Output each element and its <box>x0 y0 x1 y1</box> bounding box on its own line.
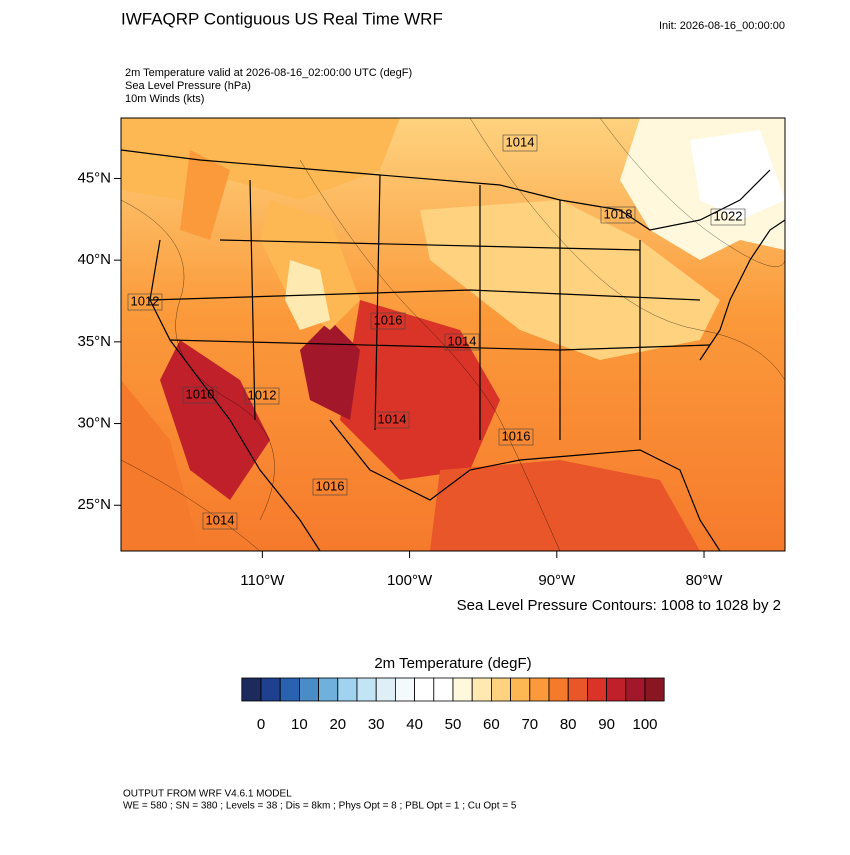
colorbar-box <box>356 677 377 702</box>
contour-label-box <box>370 312 406 330</box>
colorbar-tick-label: 90 <box>598 716 615 733</box>
contour-label: 1014 <box>448 333 477 348</box>
contour-label: 1016 <box>502 428 531 443</box>
colorbar-box <box>337 677 358 702</box>
colorbar-tick-label: 30 <box>368 716 385 733</box>
contour-label: 1018 <box>604 206 633 221</box>
contour-label: 1016 <box>374 312 403 327</box>
colorbar-title: 2m Temperature (degF) <box>374 655 531 672</box>
colorbar-box <box>587 677 608 702</box>
contour-label-box <box>502 134 538 152</box>
colorbar-tick-label: 10 <box>291 716 308 733</box>
contour-label-box <box>374 411 410 429</box>
contour-label-box <box>600 206 636 224</box>
contour-label: 1010 <box>186 386 215 401</box>
colorbar-tick-label: 80 <box>560 716 577 733</box>
x-tick-label: 100°W <box>387 572 433 589</box>
y-tick-label: 25°N <box>77 496 111 513</box>
title: IWFAQRP Contiguous US Real Time WRF <box>121 9 443 28</box>
colorbar-box <box>452 677 473 702</box>
contour-label: 1014 <box>378 411 407 426</box>
colorbar-box <box>548 677 569 702</box>
colorbar-tick-label: 60 <box>483 716 500 733</box>
map-frame <box>120 117 786 552</box>
colorbar-box <box>260 677 281 702</box>
contour-label-box <box>127 293 163 311</box>
x-tick-label: 90°W <box>538 572 576 589</box>
colorbar-box <box>394 677 415 702</box>
contour-label: 1014 <box>506 134 535 149</box>
colorbar-box <box>567 677 588 702</box>
subtitle: Sea Level Pressure (hPa) <box>125 80 251 92</box>
contour-label-box <box>202 512 238 530</box>
contour-note: Sea Level Pressure Contours: 1008 to 102… <box>457 597 781 614</box>
colorbar-tick-label: 50 <box>445 716 462 733</box>
y-tick-label: 35°N <box>77 333 111 350</box>
colorbar-tick-label: 20 <box>329 716 346 733</box>
contour-label: 1014 <box>206 512 235 527</box>
contour-label-box <box>312 478 348 496</box>
x-tick-label: 80°W <box>686 572 724 589</box>
colorbar-box <box>625 677 646 702</box>
contour-label: 1012 <box>131 293 160 308</box>
contour-label-box <box>498 428 534 446</box>
contour-label-box <box>444 333 480 351</box>
map-field <box>121 118 785 551</box>
y-tick-label: 40°N <box>77 251 111 268</box>
contour-label: 1022 <box>714 208 743 223</box>
colorbar-tick-label: 70 <box>521 716 538 733</box>
colorbar-box <box>298 677 319 702</box>
colorbar-box <box>510 677 531 702</box>
colorbar-box <box>433 677 454 702</box>
subtitle: 10m Winds (kts) <box>125 93 204 105</box>
colorbar-box <box>606 677 627 702</box>
colorbar-box <box>375 677 396 702</box>
colorbar-box <box>471 677 492 702</box>
colorbar-box <box>644 677 665 702</box>
colorbar-box <box>241 677 262 702</box>
footer-line: WE = 580 ; SN = 380 ; Levels = 38 ; Dis … <box>123 801 517 812</box>
colorbar-tick-label: 40 <box>406 716 423 733</box>
contour-label-box <box>244 387 280 405</box>
colorbar-box <box>318 677 339 702</box>
colorbar-box <box>414 677 435 702</box>
y-tick-label: 45°N <box>77 169 111 186</box>
y-tick-label: 30°N <box>77 415 111 432</box>
contour-label: 1016 <box>316 478 345 493</box>
footer-line: OUTPUT FROM WRF V4.6.1 MODEL <box>123 789 292 800</box>
colorbar-box <box>529 677 550 702</box>
colorbar-tick-label: 100 <box>632 716 657 733</box>
colorbar-box <box>490 677 511 702</box>
subtitle: 2m Temperature valid at 2026-08-16_02:00… <box>125 67 412 79</box>
colorbar-box <box>279 677 300 702</box>
contour-label-box <box>182 386 218 404</box>
colorbar-tick-label: 0 <box>257 716 265 733</box>
contour-label: 1012 <box>248 387 277 402</box>
x-tick-label: 110°W <box>240 572 285 589</box>
init-time: Init: 2026-08-16_00:00:00 <box>659 20 785 32</box>
contour-label-box <box>710 208 746 226</box>
